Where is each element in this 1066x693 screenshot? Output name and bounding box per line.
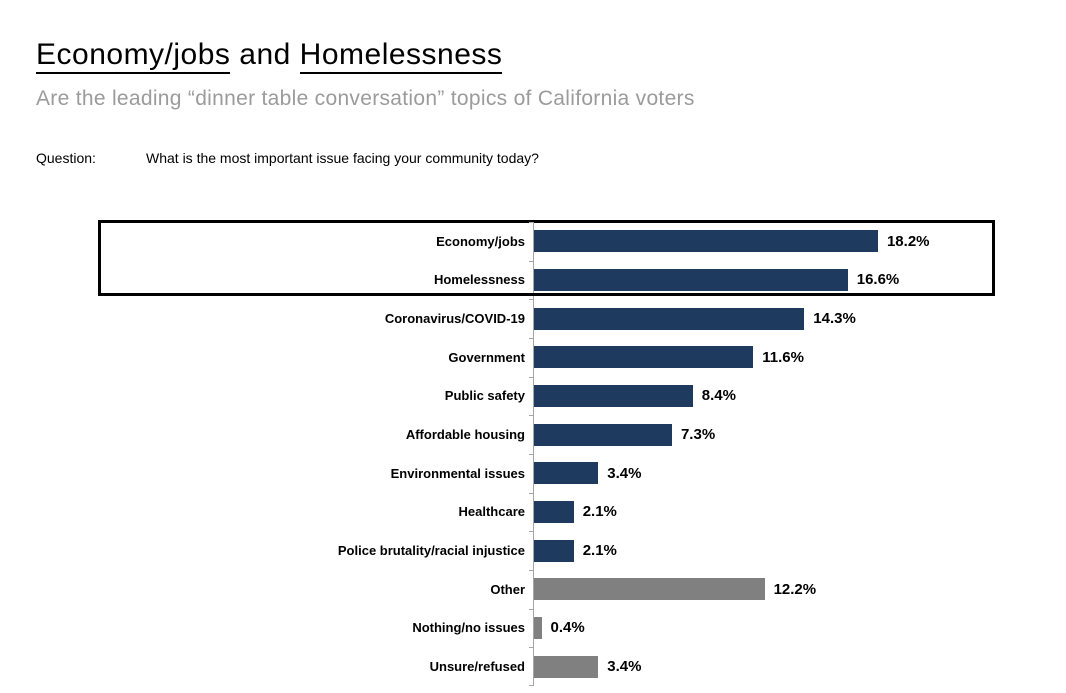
question-row: Question: What is the most important issu… — [36, 150, 539, 166]
bar — [534, 539, 574, 562]
question-label: Question: — [36, 150, 96, 166]
axis-tick — [529, 415, 534, 417]
chart-row: Other 12.2% — [97, 570, 1007, 609]
bar — [534, 616, 542, 639]
bar — [534, 462, 599, 485]
subtitle: Are the leading “dinner table conversati… — [36, 87, 695, 110]
axis-tick — [529, 260, 534, 262]
bar — [534, 230, 878, 253]
bar — [534, 423, 672, 446]
value-label: 3.4% — [607, 658, 642, 676]
title-economy-jobs: Economy/jobs — [36, 38, 231, 74]
category-label: Unsure/refused — [429, 659, 525, 675]
value-label: 12.2% — [773, 580, 817, 598]
chart-row: Healthcare 2.1% — [97, 493, 1007, 532]
category-label: Public safety — [444, 388, 525, 404]
value-label: 3.4% — [607, 464, 642, 482]
category-label: Nothing/no issues — [412, 620, 525, 636]
bar — [534, 384, 693, 407]
value-label: 2.1% — [582, 542, 617, 560]
category-label: Homelessness — [433, 272, 525, 288]
chart-row: Government 11.6% — [97, 338, 1007, 377]
axis-tick — [529, 222, 534, 223]
axis-tick — [529, 492, 534, 494]
value-label: 11.6% — [762, 348, 804, 366]
category-label: Affordable housing — [405, 427, 525, 443]
value-label: 18.2% — [886, 232, 930, 250]
question-text: What is the most important issue facing … — [146, 150, 539, 166]
chart-row: Unsure/refused 3.4% — [97, 647, 1007, 686]
axis-tick — [529, 376, 534, 378]
value-label: 8.4% — [701, 387, 736, 405]
category-label: Government — [448, 349, 525, 365]
chart-row: Homelessness 16.6% — [97, 261, 1007, 300]
chart-row: Nothing/no issues 0.4% — [97, 609, 1007, 648]
bar-chart: Economy/jobs 18.2% Homelessness 16.6% Corona… — [97, 220, 1007, 686]
axis-tick — [529, 338, 534, 339]
chart-row: Public safety 8.4% — [97, 377, 1007, 416]
bar — [534, 655, 599, 678]
category-label: Environmental issues — [390, 465, 525, 481]
value-label: 0.4% — [550, 619, 585, 637]
category-label: Economy/jobs — [436, 233, 525, 249]
axis-tick — [529, 647, 534, 649]
category-label: Police brutality/racial injustice — [337, 543, 525, 559]
page-title: Economy/jobs and Homelessness — [36, 38, 503, 74]
bar — [534, 307, 805, 330]
axis-tick — [529, 531, 534, 533]
bar — [534, 346, 754, 369]
chart-row: Coronavirus/COVID-19 14.3% — [97, 299, 1007, 338]
bar — [534, 268, 848, 291]
bar — [534, 500, 574, 523]
title-connector: and — [230, 38, 300, 71]
axis-tick — [529, 454, 534, 455]
value-label: 14.3% — [813, 310, 856, 328]
value-label: 16.6% — [856, 271, 900, 289]
title-homelessness: Homelessness — [299, 38, 503, 74]
category-label: Other — [490, 581, 525, 597]
value-label: 7.3% — [680, 426, 716, 444]
chart-row: Police brutality/racial injustice 2.1% — [97, 531, 1007, 570]
axis-tick — [529, 570, 534, 571]
axis-tick — [529, 299, 534, 301]
chart-row: Environmental issues 3.4% — [97, 454, 1007, 493]
chart-row: Economy/jobs 18.2% — [97, 222, 1007, 261]
axis-tick — [529, 685, 534, 686]
bar — [534, 578, 765, 601]
chart-row: Affordable housing 7.3% — [97, 415, 1007, 454]
category-label: Healthcare — [458, 504, 525, 520]
category-label: Coronavirus/COVID-19 — [384, 311, 525, 327]
value-label: 2.1% — [582, 503, 617, 521]
axis-tick — [529, 608, 534, 610]
